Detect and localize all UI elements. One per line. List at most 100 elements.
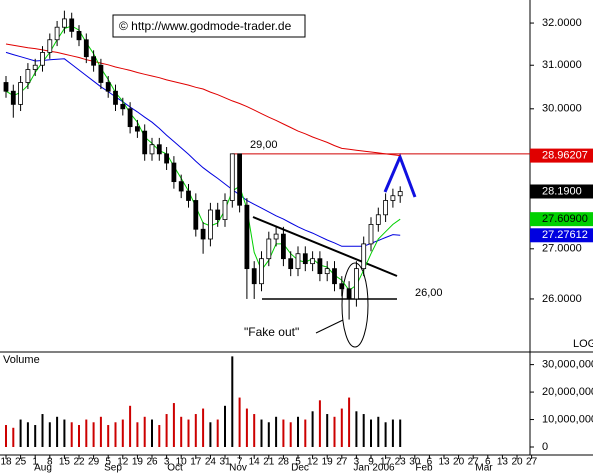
copyright-box <box>112 14 306 38</box>
candle-body <box>207 209 213 240</box>
scale-label: LOG <box>573 338 593 350</box>
month-label: Sep <box>104 463 122 473</box>
candle-body <box>324 268 330 275</box>
candle-body <box>149 144 155 155</box>
x-tick-label: 29 <box>88 457 100 468</box>
candle-body <box>200 228 206 240</box>
x-tick-label: 25 <box>15 457 27 468</box>
candle-body <box>288 258 294 270</box>
annotation: "Fake out" <box>244 325 299 339</box>
x-tick-label: 10 <box>176 457 188 468</box>
last-value-box <box>530 148 593 163</box>
month-label: Dec <box>291 463 309 473</box>
month-label: Oct <box>167 463 183 473</box>
candle-body <box>105 82 111 92</box>
candle-body <box>302 253 308 265</box>
volume-bar <box>318 400 321 447</box>
volume-bar <box>348 397 351 447</box>
x-tick-label: 17 <box>380 457 392 468</box>
volume-bar <box>12 427 15 447</box>
candle-body <box>98 64 104 83</box>
last-value-box <box>530 228 593 243</box>
volume-bar <box>107 425 110 447</box>
volume-bar <box>209 422 212 447</box>
volume-bar <box>180 416 183 447</box>
candle-body <box>69 18 75 32</box>
candle-body <box>332 268 337 285</box>
x-tick-label: 1 <box>32 457 38 468</box>
volume-bar <box>297 416 299 447</box>
candle-body <box>134 126 140 132</box>
candle-body <box>32 64 38 70</box>
y-tick-label: 30.0000 <box>542 103 582 115</box>
candle-body <box>113 90 118 105</box>
candle-body <box>91 56 96 66</box>
x-tick-label: 5 <box>105 457 111 468</box>
volume-bar <box>78 425 80 447</box>
volume-bar <box>311 411 314 447</box>
candle-body <box>353 268 359 300</box>
volume-bar <box>143 416 146 447</box>
volume-bar <box>19 419 22 447</box>
candle-body <box>266 238 272 260</box>
y-tick-label: 32.0000 <box>542 17 582 29</box>
x-tick-label: 3 <box>354 457 360 468</box>
month-label: Mar <box>475 463 493 473</box>
volume-bar <box>340 408 343 447</box>
candle-body <box>164 153 170 164</box>
x-tick-label: 19 <box>322 457 334 468</box>
candle-body <box>317 258 323 275</box>
volume-bar <box>26 422 29 447</box>
x-tick-label: 6 <box>485 457 491 468</box>
level-label: 26,00 <box>415 287 443 299</box>
month-label: Aug <box>34 463 52 473</box>
x-tick-label: 3 <box>164 457 170 468</box>
candle-body <box>375 214 381 225</box>
volume-tick-label: 30,000,000 <box>542 359 593 371</box>
x-tick-label: 17 <box>190 457 202 468</box>
volume-bar <box>245 408 248 447</box>
candle-body <box>215 209 221 220</box>
volume-bar <box>172 403 175 447</box>
candle-body <box>83 39 89 58</box>
candle-body <box>142 130 148 155</box>
x-tick-label: 21 <box>263 457 275 468</box>
volume-bar <box>253 414 256 447</box>
moving-average <box>5 43 401 157</box>
volume-bar <box>326 414 329 447</box>
candle-body <box>186 190 191 201</box>
x-tick-label: 19 <box>132 457 144 468</box>
y-tick-label: 26.0000 <box>542 293 582 305</box>
candle-body <box>310 258 316 265</box>
last-value-box <box>530 184 593 199</box>
volume-bar <box>391 419 394 447</box>
volume-bar <box>399 419 402 447</box>
x-tick-label: 8 <box>47 457 53 468</box>
candle-body <box>280 233 286 260</box>
volume-bar <box>267 422 270 447</box>
candle-body <box>273 233 279 240</box>
candle-body <box>156 144 162 155</box>
candle-body <box>383 200 389 216</box>
volume-title: Volume <box>3 354 40 366</box>
x-tick-label: 23 <box>395 457 407 468</box>
volume-bar <box>202 408 205 447</box>
candle-body <box>178 181 184 192</box>
volume-bar <box>63 419 66 447</box>
x-tick-label: 30 <box>409 457 421 468</box>
x-tick-label: 6 <box>427 457 433 468</box>
volume-tick-label: 10,000,000 <box>542 413 593 425</box>
volume-bar <box>377 416 380 447</box>
volume-bar <box>304 419 307 447</box>
candle-body <box>237 153 243 206</box>
candle-body <box>18 82 24 105</box>
volume-bar <box>56 416 59 447</box>
month-label: Nov <box>229 463 247 473</box>
volume-bar <box>275 416 278 447</box>
candle-body <box>3 82 9 92</box>
volume-bar <box>92 422 95 447</box>
fake-out-ellipse <box>341 262 369 348</box>
trend-line <box>252 216 398 277</box>
volume-bar <box>136 422 139 447</box>
volume-tick-label: 20,000,000 <box>542 386 593 398</box>
